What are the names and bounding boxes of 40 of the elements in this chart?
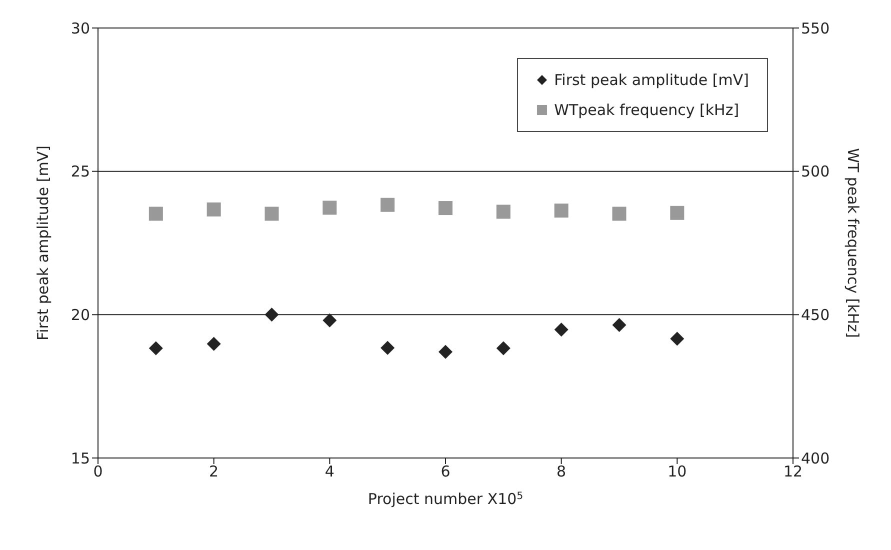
x-tick-label: 0: [93, 462, 103, 481]
point: [554, 204, 568, 218]
point: [612, 318, 626, 332]
y2-tick-label: 450: [801, 306, 830, 324]
point: [554, 322, 568, 337]
x-tick-label: 12: [783, 462, 803, 481]
x-tick-label: 10: [668, 462, 687, 481]
x-tick-label: 2: [209, 462, 219, 481]
point: [438, 201, 452, 216]
point: [496, 204, 510, 219]
point: [612, 206, 626, 221]
point: [148, 206, 163, 221]
legend-label: WTpeak frequency [kHz]: [554, 100, 740, 121]
point: [322, 200, 337, 215]
y-tick-label: 20: [70, 306, 90, 324]
y2-tick-label: 400: [801, 449, 830, 468]
y-tick-label: 30: [70, 19, 90, 38]
point: [264, 308, 279, 322]
point: [206, 336, 221, 351]
point: [670, 332, 684, 346]
point: [380, 340, 395, 355]
y-tick-label: 15: [70, 449, 90, 468]
point: [264, 206, 279, 221]
point: [438, 344, 452, 359]
y2-tick-label: 550: [801, 19, 830, 38]
point: [148, 341, 163, 356]
x-tick-label: 8: [556, 462, 566, 481]
point: [496, 341, 510, 356]
x-axis-title: Project number X10$^{5}$: [368, 490, 524, 508]
point: [206, 202, 221, 216]
y-axis-title: First peak amplitude [mV]: [34, 146, 52, 340]
y2-axis-title: WT peak frequency [kHz]: [844, 148, 862, 338]
y-tick-label: 25: [70, 162, 90, 181]
legend-label: First peak amplitude [mV]: [554, 70, 749, 91]
point: [322, 313, 337, 328]
x-tick-label: 6: [440, 462, 450, 481]
point: [380, 198, 395, 212]
x-tick-label: 4: [324, 462, 334, 481]
y2-tick-label: 500: [801, 162, 830, 181]
point: [670, 206, 684, 220]
